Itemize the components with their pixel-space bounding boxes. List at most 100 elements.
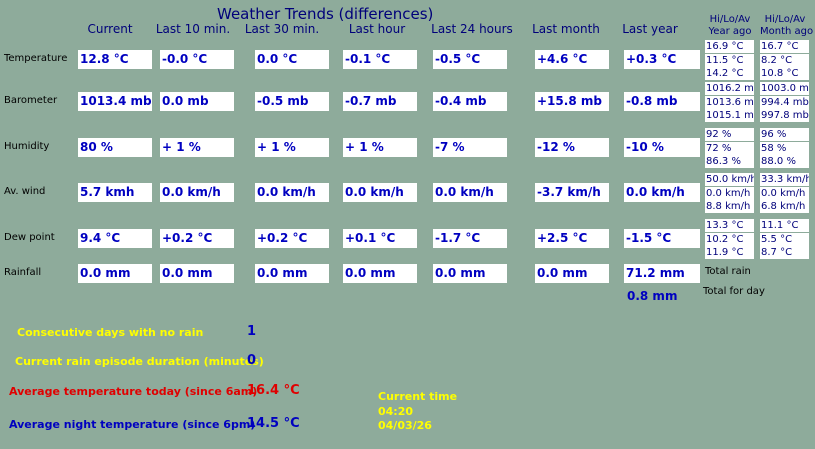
- value-box: +4.6 °C: [535, 50, 609, 69]
- column-header: Last 24 hours: [431, 22, 513, 36]
- row-label: Barometer: [4, 95, 58, 106]
- hilo-value: 5.5 °C: [760, 232, 809, 246]
- hilo-value: 72 %: [705, 141, 754, 155]
- hilo-value: 86.3 %: [705, 155, 754, 168]
- hilo-value: 1003.0 mb: [760, 82, 809, 95]
- stat-label: Current rain episode duration (minutes): [15, 355, 264, 368]
- value-box: -0.5 mb: [255, 92, 329, 111]
- value-box: -0.4 mb: [433, 92, 507, 111]
- value-box: + 1 %: [160, 138, 234, 157]
- stat-label: Consecutive days with no rain: [17, 326, 204, 339]
- value-box: -0.0 °C: [160, 50, 234, 69]
- value-box: -0.1 °C: [343, 50, 417, 69]
- value-box: 0.0 km/h: [255, 183, 329, 202]
- hilo-value: 50.0 km/h: [705, 173, 754, 186]
- value-box: -0.5 °C: [433, 50, 507, 69]
- hilo-value: 0.0 km/h: [705, 186, 754, 200]
- value-box: -0.8 mb: [624, 92, 700, 111]
- hilo-value: 0.0 km/h: [760, 186, 809, 200]
- hilo-header: Year ago: [708, 26, 752, 37]
- row-label: Av. wind: [4, 186, 46, 197]
- value-box: +2.5 °C: [535, 229, 609, 248]
- row-label: Dew point: [4, 232, 55, 243]
- value-box: 80 %: [78, 138, 152, 157]
- stat-value: 16.4 °C: [247, 383, 300, 398]
- stat-label: Average night temperature (since 6pm): [9, 418, 256, 431]
- value-box: 0.0 km/h: [160, 183, 234, 202]
- value-box: 0.0 mb: [160, 92, 234, 111]
- value-box: -1.7 °C: [433, 229, 507, 248]
- hilo-value: 96 %: [760, 128, 809, 141]
- stat-value: 1: [247, 324, 257, 339]
- current-time-time: 04:20: [378, 404, 414, 418]
- hilo-value: 8.7 °C: [760, 246, 809, 259]
- value-box: 0.0 km/h: [433, 183, 507, 202]
- value-box: 5.7 kmh: [78, 183, 152, 202]
- hilo-value: 11.1 °C: [760, 219, 809, 232]
- hilo-value: 8.2 °C: [760, 53, 809, 67]
- rain-day-value: 0.8 mm: [627, 289, 678, 303]
- value-box: 0.0 km/h: [343, 183, 417, 202]
- hilo-value: 16.9 °C: [705, 40, 754, 53]
- value-box: -0.7 mb: [343, 92, 417, 111]
- value-box: 0.0 °C: [255, 50, 329, 69]
- value-box: 9.4 °C: [78, 229, 152, 248]
- title: Weather Trends (differences): [217, 5, 434, 23]
- rain-day-label: Total for day: [703, 286, 765, 297]
- hilo-value: 88.0 %: [760, 155, 809, 168]
- value-box: 1013.4 mb: [78, 92, 152, 111]
- current-time-label: Current time: [378, 390, 458, 403]
- column-header: Last month: [532, 22, 600, 36]
- value-box: 0.0 mm: [343, 264, 417, 283]
- value-box: +0.2 °C: [160, 229, 234, 248]
- hilo-value: 16.7 °C: [760, 40, 809, 53]
- row-label: Rainfall: [4, 267, 42, 278]
- hilo-value: 6.8 km/h: [760, 200, 809, 213]
- column-header: Last 30 min.: [244, 22, 320, 36]
- value-box: 0.0 mm: [535, 264, 609, 283]
- value-box: 12.8 °C: [78, 50, 152, 69]
- column-header: Current: [87, 22, 133, 36]
- value-box: -7 %: [433, 138, 507, 157]
- value-box: +0.1 °C: [343, 229, 417, 248]
- value-box: -12 %: [535, 138, 609, 157]
- stat-label: Average temperature today (since 6am): [9, 385, 258, 398]
- hilo-value: 33.3 km/h: [760, 173, 809, 186]
- hilo-value: 11.5 °C: [705, 53, 754, 67]
- hilo-value: 994.4 mb: [760, 95, 809, 109]
- total-rain-label: Total rain: [705, 266, 751, 277]
- value-box: + 1 %: [255, 138, 329, 157]
- value-box: 0.0 mm: [255, 264, 329, 283]
- stat-value: 14.5 °C: [247, 416, 300, 431]
- value-box: 0.0 mm: [433, 264, 507, 283]
- hilo-value: 8.8 km/h: [705, 200, 754, 213]
- row-label: Temperature: [4, 53, 68, 64]
- hilo-value: 1016.2 mb: [705, 82, 754, 95]
- value-box: 0.0 mm: [78, 264, 152, 283]
- hilo-value: 14.2 °C: [705, 67, 754, 80]
- value-box: -3.7 km/h: [535, 183, 609, 202]
- row-label: Humidity: [4, 141, 50, 152]
- hilo-value: 10.2 °C: [705, 232, 754, 246]
- hilo-header: Month ago: [760, 26, 814, 37]
- hilo-value: 1013.6 mb: [705, 95, 754, 109]
- column-header: Last hour: [348, 22, 406, 36]
- value-box: +0.3 °C: [624, 50, 700, 69]
- column-header: Last year: [622, 22, 678, 36]
- value-box: +0.2 °C: [255, 229, 329, 248]
- hilo-value: 58 %: [760, 141, 809, 155]
- hilo-value: 10.8 °C: [760, 67, 809, 80]
- column-header: Last 10 min.: [155, 22, 231, 36]
- hilo-value: 11.9 °C: [705, 246, 754, 259]
- hilo-value: 13.3 °C: [705, 219, 754, 232]
- hilo-value: 1015.1 mb: [705, 109, 754, 122]
- current-time-date: 04/03/26: [378, 419, 432, 432]
- hilo-header: Hi/Lo/Av: [709, 14, 751, 25]
- value-box: 0.0 mm: [160, 264, 234, 283]
- hilo-value: 997.8 mb: [760, 109, 809, 122]
- value-box: -10 %: [624, 138, 700, 157]
- value-box: 0.0 km/h: [624, 183, 700, 202]
- hilo-value: 92 %: [705, 128, 754, 141]
- hilo-header: Hi/Lo/Av: [764, 14, 806, 25]
